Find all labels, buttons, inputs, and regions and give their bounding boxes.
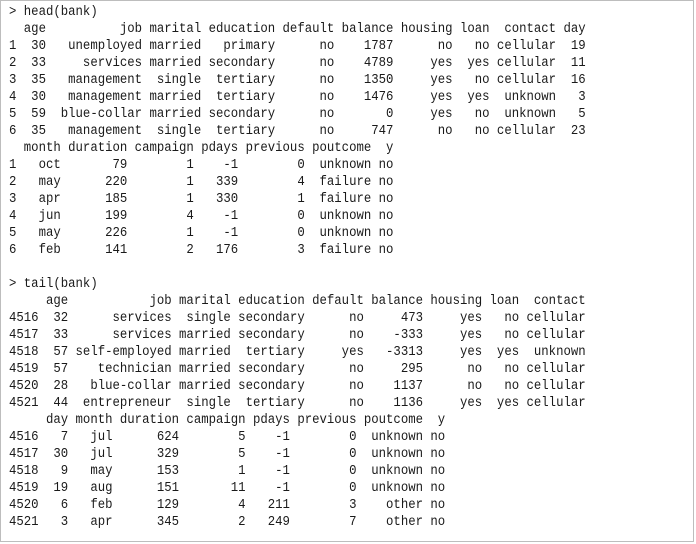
blank-line: [9, 259, 693, 276]
tail-header-row: age job marital education default balanc…: [9, 294, 586, 309]
head-header-row: age job marital education default balanc…: [9, 22, 586, 37]
tail-data-row: 4520 6 feb 129 4 211 3 other no: [9, 498, 446, 513]
head-data-row: 6 35 management single tertiary no 747 n…: [9, 124, 586, 139]
head-data-row: 5 59 blue-collar married secondary no 0 …: [9, 107, 586, 122]
head-data-row: 2 33 services married secondary no 4789 …: [9, 56, 586, 71]
tail-data-row: 4517 33 services married secondary no -3…: [9, 328, 586, 343]
head-data-row: 3 35 management single tertiary no 1350 …: [9, 73, 586, 88]
head-data-row: 4 jun 199 4 -1 0 unknown no: [9, 209, 394, 224]
head-data-row: 5 may 226 1 -1 0 unknown no: [9, 226, 394, 241]
tail-command: > tail(bank): [9, 277, 98, 292]
tail-data-row: 4517 30 jul 329 5 -1 0 unknown no: [9, 447, 446, 462]
head-command: > head(bank): [9, 5, 98, 20]
tail-data-row: 4520 28 blue-collar married secondary no…: [9, 379, 586, 394]
tail-data-row: 4518 57 self-employed married tertiary y…: [9, 345, 586, 360]
head-data-row: 4 30 management married tertiary no 1476…: [9, 90, 586, 105]
tail-data-row: 4521 44 entrepreneur single tertiary no …: [9, 396, 586, 411]
head-header-row-continued: month duration campaign pdays previous p…: [9, 141, 394, 156]
head-data-row: 3 apr 185 1 330 1 failure no: [9, 192, 394, 207]
tail-header-row-continued: day month duration campaign pdays previo…: [9, 413, 446, 428]
tail-data-row: 4519 57 technician married secondary no …: [9, 362, 586, 377]
head-data-row: 1 30 unemployed married primary no 1787 …: [9, 39, 586, 54]
tail-data-row: 4518 9 may 153 1 -1 0 unknown no: [9, 464, 446, 479]
tail-data-row: 4521 3 apr 345 2 249 7 other no: [9, 515, 446, 530]
tail-data-row: 4519 19 aug 151 11 -1 0 unknown no: [9, 481, 446, 496]
head-data-row: 2 may 220 1 339 4 failure no: [9, 175, 394, 190]
head-data-row: 1 oct 79 1 -1 0 unknown no: [9, 158, 394, 173]
tail-data-row: 4516 32 services single secondary no 473…: [9, 311, 586, 326]
head-data-row: 6 feb 141 2 176 3 failure no: [9, 243, 394, 258]
tail-data-row: 4516 7 jul 624 5 -1 0 unknown no: [9, 430, 446, 445]
